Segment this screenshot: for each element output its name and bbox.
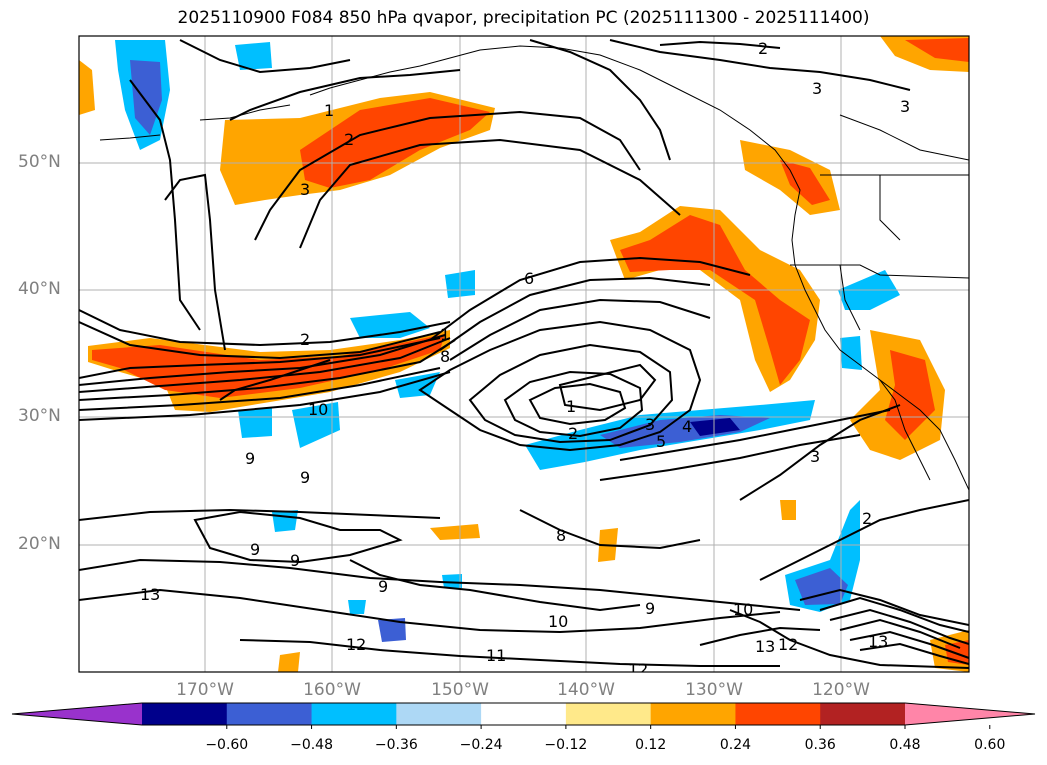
contour-label: 1 — [324, 101, 334, 120]
contour-label: 3 — [300, 180, 310, 199]
colorbar-tick-label: 0.12 — [635, 737, 667, 753]
colorbar-swatch — [226, 703, 313, 725]
precip-negative-region — [840, 336, 862, 370]
contour-label: 2 — [568, 424, 578, 443]
contour-label: 8 — [440, 347, 450, 366]
colorbar-tick-label: −0.36 — [374, 737, 418, 753]
precip-strong-region — [620, 215, 810, 385]
contour-label: 3 — [645, 415, 655, 434]
contour-label: 4 — [682, 417, 692, 436]
colorbar-swatch — [820, 703, 906, 725]
colorbar-swatch — [735, 703, 821, 725]
contour-label: 10 — [733, 600, 753, 619]
contour-label: 9 — [645, 599, 655, 618]
lat-label: 40°N — [18, 279, 61, 299]
precip-negative-region — [238, 408, 272, 438]
contour-label: 3 — [810, 447, 820, 466]
colorbar-extend-high — [905, 703, 1035, 725]
contour-label: 10 — [308, 400, 328, 419]
lat-label: 20°N — [18, 534, 61, 554]
contour-label: 13 — [140, 585, 160, 604]
colorbar-swatch — [650, 703, 736, 725]
precip-strong-region — [780, 160, 830, 205]
precip-positive-region — [430, 524, 480, 540]
contour-label: 9 — [250, 540, 260, 559]
contour-label: 12 — [346, 635, 366, 654]
contour-label: 2 — [758, 39, 768, 58]
colorbar-swatch — [142, 703, 228, 725]
lon-label: 150°W — [431, 680, 489, 700]
contour-label: 9 — [378, 577, 388, 596]
contour-label: 9 — [290, 551, 300, 570]
precip-negative-region — [348, 600, 366, 614]
precip-strong-region — [92, 334, 445, 398]
lon-label: 170°W — [176, 680, 234, 700]
lon-label: 130°W — [685, 680, 743, 700]
colorbar-tick-label: −0.12 — [544, 737, 588, 753]
colorbar-extend-low — [12, 703, 142, 725]
lon-label: 120°W — [812, 680, 870, 700]
contour-label: 2 — [344, 130, 354, 149]
precip-strong-negative-region — [130, 60, 162, 135]
contour-label: 8 — [556, 526, 566, 545]
contour-label: 1 — [566, 397, 576, 416]
contour-label: 13 — [755, 637, 775, 656]
precip-positive-region — [79, 60, 95, 115]
lon-label: 160°W — [303, 680, 361, 700]
precip-positive-region — [780, 500, 796, 520]
precip-strong-region — [905, 38, 969, 62]
contour-label: 9 — [300, 468, 310, 487]
colorbar-tick-label: −0.48 — [290, 737, 333, 753]
precip-positive-region — [278, 652, 300, 672]
precip-most-negative-region — [690, 418, 740, 436]
colorbar-tick-label: 0.60 — [974, 737, 1006, 753]
precip-fills — [79, 36, 969, 672]
coastlines — [99, 45, 969, 491]
contour-label: 11 — [486, 646, 506, 665]
contour-label: 6 — [524, 269, 534, 288]
map-title: 2025110900 F084 850 hPa qvapor, precipit… — [177, 8, 870, 28]
lon-label: 140°W — [557, 680, 615, 700]
precip-negative-region — [235, 42, 272, 70]
contour-label: 9 — [245, 449, 255, 468]
colorbar-tick-label: −0.24 — [459, 737, 503, 753]
map-plot-area: 2 3 3 2 3 1 2 6 8 1 10 1 2 3 4 5 3 2 9 9… — [79, 36, 969, 679]
contour-label: 3 — [812, 79, 822, 98]
contour-label: 2 — [300, 330, 310, 349]
contour-label: 12 — [778, 635, 798, 654]
colorbar-tick-label: 0.36 — [804, 737, 836, 753]
precip-strong-negative-region — [795, 568, 848, 605]
colorbar-tick-label: 0.24 — [719, 737, 752, 753]
contour-labels: 2 3 3 2 3 1 2 6 8 1 10 1 2 3 4 5 3 2 9 9… — [140, 39, 910, 679]
lat-label: 30°N — [18, 406, 61, 426]
colorbar — [11, 702, 1036, 729]
precip-negative-region — [442, 574, 462, 588]
lat-label: 50°N — [18, 152, 61, 172]
contour-lines — [79, 39, 969, 669]
colorbar-outline — [11, 702, 1036, 726]
colorbar-tick-label: 0.48 — [889, 737, 921, 753]
contour-label: 5 — [656, 432, 666, 451]
colorbar-swatch — [565, 703, 652, 725]
contour-label: 10 — [548, 612, 568, 631]
contour-label: 1 — [440, 325, 450, 344]
precip-strong-region — [300, 98, 490, 188]
precip-negative-region — [378, 618, 406, 642]
precip-negative-region — [272, 510, 298, 532]
colorbar-swatch — [481, 703, 567, 725]
precip-negative-region — [350, 312, 430, 338]
contour-label: 12 — [628, 660, 648, 679]
colorbar-swatch — [396, 703, 482, 725]
contour-label: 2 — [862, 509, 872, 528]
map-frame — [78, 35, 970, 673]
contour-label: 3 — [900, 97, 910, 116]
colorbar-tick-label: −0.60 — [205, 737, 249, 753]
precip-negative-region — [292, 402, 340, 448]
contour-label: 13 — [868, 632, 888, 651]
colorbar-swatch — [311, 703, 397, 725]
